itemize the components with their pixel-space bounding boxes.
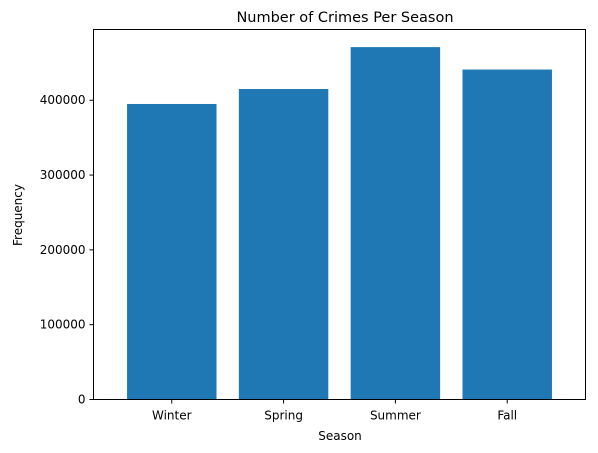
y-tick-label: 100000 [40,318,86,332]
x-tick-label: Winter [152,409,192,423]
bar-spring [238,89,329,400]
x-tick-label: Summer [370,409,421,423]
y-axis: 0 100000 200000 300000 400000 [40,93,94,407]
y-tick-label: 300000 [40,168,86,182]
bar-winter [127,103,217,400]
axes-frame [93,29,586,400]
bar-summer [350,47,441,400]
x-axis-label: Season [318,429,362,443]
x-axis: Winter Spring Summer Fall [152,399,517,423]
bars-layer [127,47,552,400]
y-axis-label: Frequency [11,184,25,246]
chart-title: Number of Crimes Per Season [236,10,453,26]
bar-fall [462,69,552,400]
x-tick-label: Spring [264,409,303,423]
x-tick-label: Fall [497,409,517,423]
y-tick-label: 0 [78,393,86,407]
y-tick-label: 200000 [40,243,86,257]
y-tick-label: 400000 [40,93,86,107]
